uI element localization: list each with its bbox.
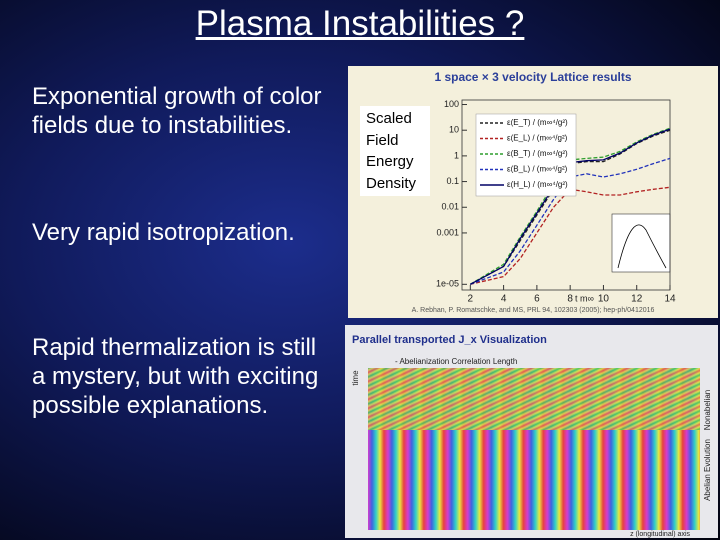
plot-title: 1 space × 3 velocity Lattice results [434,70,631,84]
viz-image-top [368,368,700,430]
y-tick-label: 10 [449,125,459,135]
legend-label: ε(B_T) / (m∞⁴/g²) [507,149,568,158]
plot-frame [461,99,671,291]
x-tick-label: 14 [664,294,676,305]
slide-title: Plasma Instabilities ? [195,4,525,43]
x-tick-label: 2 [468,294,474,305]
x-tick-label: 8 [567,294,573,305]
bullet: Very rapid isotropization. [32,219,295,246]
series-line [469,128,671,285]
legend-label: ε(B_L) / (m∞⁴/g²) [507,165,568,174]
x-axis-label: t m∞ [575,293,594,303]
x-tick-label: 4 [501,294,507,305]
y-tick-label: 1e-05 [436,279,459,289]
y-tick-label: 0.001 [436,227,459,237]
y-tick-label: 1 [454,150,459,160]
legend-label: ε(H_L) / (m∞⁴/g²) [507,180,568,189]
viz-side-label: Nonabelian [703,390,712,430]
series-line [470,157,671,285]
y-axis-label: Scaled Field Energy Density [366,110,417,192]
bullet: Rapid thermalization is still a mystery,… [32,334,319,419]
viz-time-label: time [351,370,360,386]
y-label-wrap: Scaled Field Energy Density [366,110,417,192]
viz-title: Parallel transported J_x Visualization [352,334,547,346]
series-line [469,129,671,285]
y-tick-label: 0.01 [441,202,459,212]
x-tick-label: 10 [598,294,610,305]
legend-label: ε(E_L) / (m∞⁴/g²) [507,134,568,143]
series-line [470,186,671,285]
viz-note: - Abelianization Correlation Length [395,357,517,366]
y-tick-label: 0.1 [446,176,459,186]
legend-box [475,113,577,197]
bullet: Exponential growth of color fields due t… [32,83,322,139]
series-line [469,127,671,285]
legend-label: ε(E_T) / (m∞⁴/g²) [507,118,568,127]
citation: A. Rebhan, P. Romatschke, and MS, PRL 94… [412,307,655,314]
x-tick-label: 6 [534,294,540,305]
y-tick-label: 100 [444,99,459,109]
viz-side-label: Abelian Evolution [703,439,712,501]
y-label-box [360,106,430,196]
viz-axis-label: z (longitudinal) axis [630,531,690,538]
inset [611,213,671,273]
x-tick-label: 12 [631,294,643,305]
